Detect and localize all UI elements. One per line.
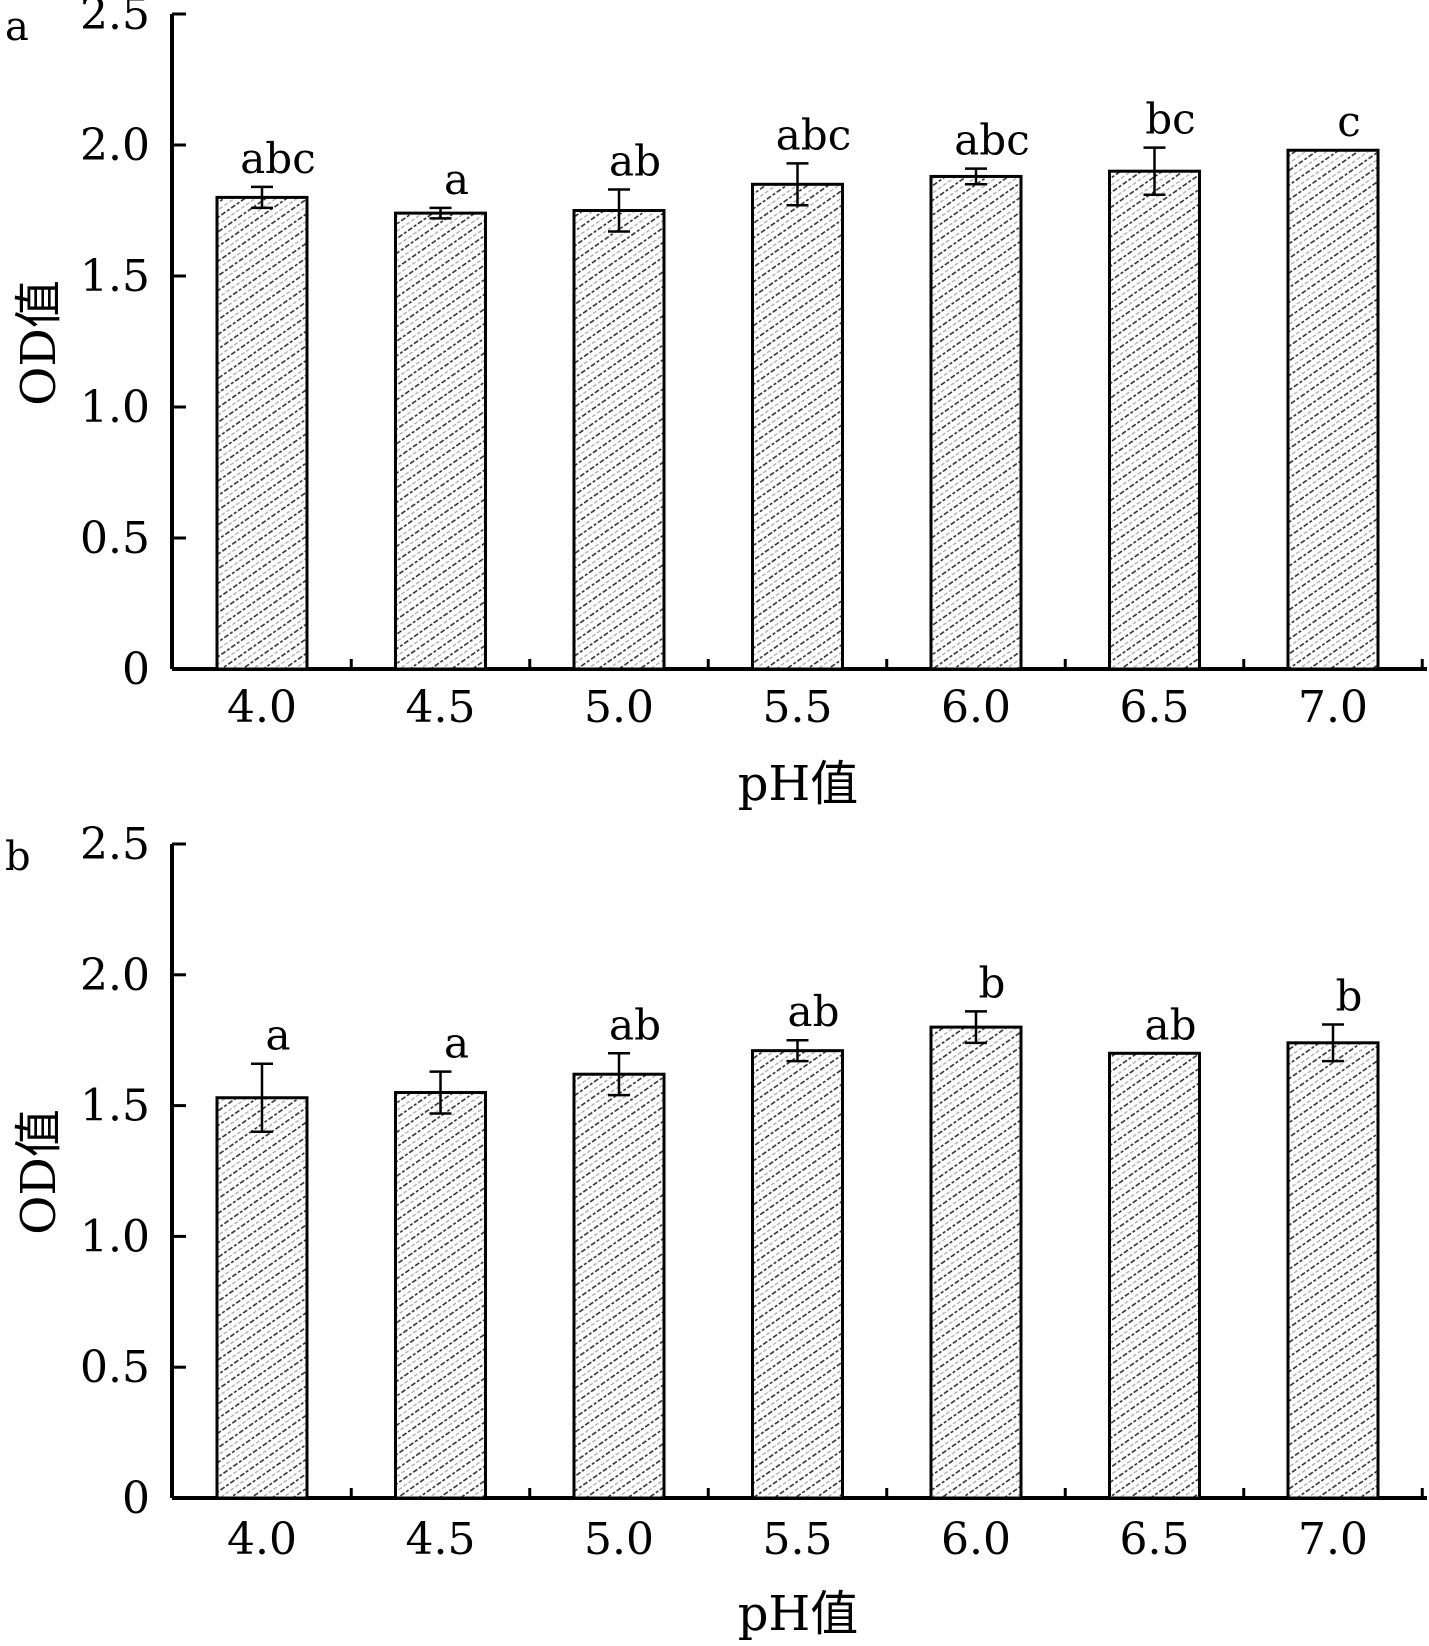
bar [572, 1072, 666, 1500]
y-tick-label: 1.0 [80, 1211, 150, 1262]
x-tick-label: 6.0 [941, 682, 1011, 733]
significance-label: abc [954, 116, 1029, 165]
y-tick-label: 0.5 [80, 513, 150, 564]
y-axis-title: OD值 [11, 280, 67, 406]
bar [751, 182, 844, 671]
bar [215, 195, 309, 671]
bar [1108, 169, 1201, 671]
significance-label: abc [240, 134, 315, 183]
y-tick-label: 0.5 [80, 1342, 150, 1393]
x-tick-label: 6.5 [1120, 1514, 1190, 1565]
x-axis-title: pH值 [738, 756, 859, 812]
bar [1286, 148, 1380, 671]
bar [1108, 1051, 1201, 1500]
y-tick-label: 2.0 [80, 120, 150, 171]
bar [572, 209, 666, 671]
x-tick-label: 5.5 [763, 1514, 833, 1565]
panel-letter: b [5, 834, 31, 880]
y-tick-label: 0 [122, 644, 150, 695]
significance-label: ab [609, 137, 661, 186]
significance-label: b [1336, 972, 1363, 1021]
x-tick-label: 5.0 [584, 1514, 654, 1565]
x-tick-label: 7.0 [1298, 1514, 1368, 1565]
significance-label: bc [1145, 95, 1195, 144]
x-axis-title: pH值 [738, 1586, 859, 1642]
x-tick-label: 4.5 [406, 682, 476, 733]
chart-panel-a: a 0 0.5 1.0 1.5 2.0 2.5 abc 4.0 a 4.5 ab 5.0 abc 5.5 ab… [5, 0, 1427, 812]
significance-label: ab [1145, 1000, 1197, 1049]
x-tick-label: 5.5 [763, 682, 833, 733]
y-tick-label: 2.5 [80, 0, 150, 40]
x-tick-label: 4.0 [227, 1514, 297, 1565]
bar [751, 1049, 844, 1500]
x-tick-label: 4.5 [406, 1514, 476, 1565]
bar [394, 1091, 487, 1500]
x-tick-label: 4.0 [227, 682, 297, 733]
significance-label: c [1337, 97, 1361, 146]
y-tick-label: 1.5 [80, 251, 150, 302]
x-tick-label: 6.5 [1120, 682, 1190, 733]
x-tick-label: 6.0 [941, 1514, 1011, 1565]
bar [394, 211, 487, 671]
significance-label: a [265, 1011, 290, 1060]
y-tick-label: 0 [122, 1473, 150, 1524]
significance-label: ab [609, 1000, 661, 1049]
significance-label: b [979, 958, 1006, 1007]
significance-label: ab [788, 987, 840, 1036]
y-tick-label: 1.5 [80, 1081, 150, 1132]
bar [215, 1096, 309, 1500]
bar [929, 1025, 1023, 1500]
panel-letter: a [5, 4, 29, 50]
bar [1286, 1041, 1380, 1500]
x-tick-label: 5.0 [584, 682, 654, 733]
y-tick-label: 2.0 [80, 950, 150, 1001]
significance-label: a [444, 155, 469, 204]
significance-label: a [444, 1019, 469, 1068]
y-tick-label: 1.0 [80, 382, 150, 433]
x-tick-label: 7.0 [1298, 682, 1368, 733]
chart-panel-b: b 0 0.5 1.0 1.5 2.0 2.5 a 4.0 a 4.5 ab 5.0 ab 5.5 b 6.0 a… [5, 819, 1427, 1642]
significance-label: abc [776, 110, 851, 159]
y-axis-title: OD值 [11, 1109, 67, 1235]
bar [929, 174, 1023, 671]
y-tick-label: 2.5 [80, 819, 150, 870]
